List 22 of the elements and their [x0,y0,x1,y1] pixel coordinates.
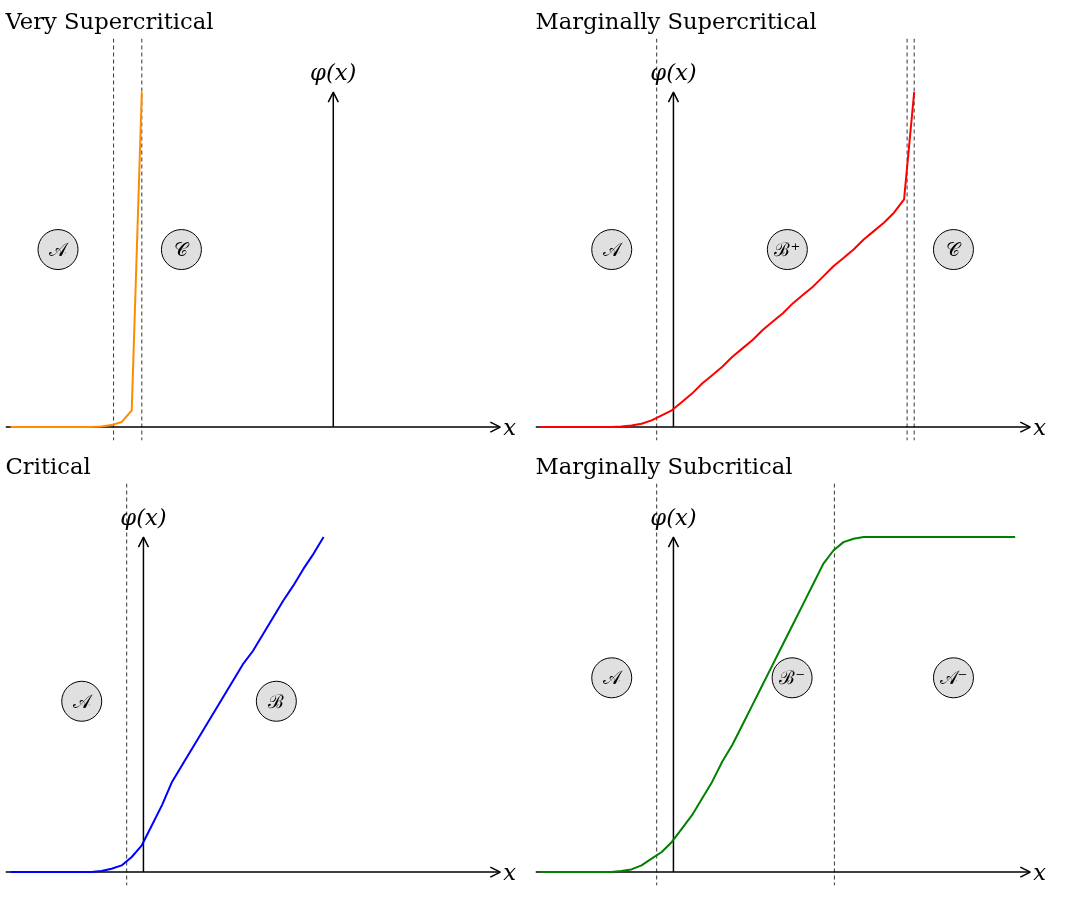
annotation: 𝒞 [174,239,191,261]
annotation: 𝒜⁻ [939,667,968,689]
y-axis-title: φ(x) [120,504,167,531]
chart-title: Marginally Supercritical [535,7,817,34]
annotation: ℬ⁺ [774,239,801,261]
annotation: 𝒜 [72,690,93,712]
y-axis-title: φ(x) [310,59,357,86]
annotation: ℬ⁻ [779,667,806,689]
y-axis-title: φ(x) [650,59,697,86]
chart-title: Critical [5,452,91,479]
x-axis-title: x [503,859,517,886]
annotation: 𝒜 [602,239,623,261]
annotation: 𝒜 [602,667,623,689]
annotation: ℬ [268,690,285,712]
chart-title: Very Supercritical [4,7,214,34]
x-axis-title: x [503,414,517,441]
chart-title: Marginally Subcritical [535,452,793,479]
y-axis-title: φ(x) [650,504,697,531]
x-axis-title: x [1033,859,1047,886]
annotation: 𝒜 [49,239,70,261]
x-axis-title: x [1033,414,1047,441]
annotation: 𝒞 [946,239,963,261]
